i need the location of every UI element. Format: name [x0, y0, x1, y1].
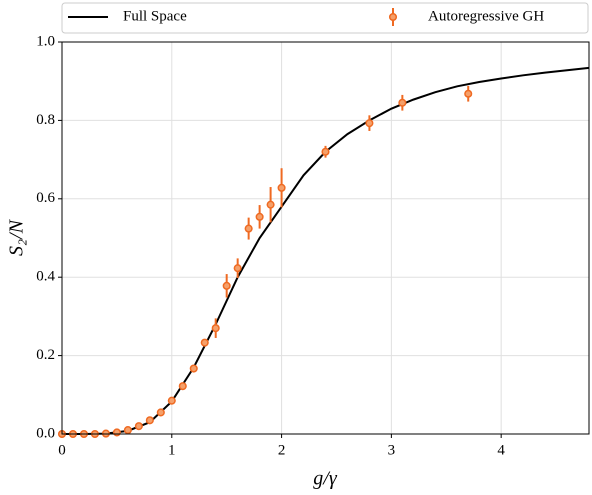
legend-label: Autoregressive GH: [428, 8, 544, 24]
x-tick-label: 1: [168, 442, 176, 458]
legend-swatch: [388, 12, 398, 22]
line: [62, 66, 590, 435]
point: [200, 338, 209, 347]
x-tick-label: 3: [388, 442, 396, 458]
point: [266, 200, 275, 209]
point: [244, 224, 253, 233]
point: [365, 119, 374, 128]
point: [398, 98, 407, 107]
plot-frame: [61, 41, 590, 435]
point: [211, 324, 220, 333]
y-tick-label: 1.0: [36, 33, 55, 49]
point: [464, 89, 473, 98]
legend-box: [61, 2, 589, 34]
y-tick-label: 0.2: [36, 347, 55, 363]
legend-label: Full Space: [123, 8, 187, 24]
point: [277, 183, 286, 192]
x-tick-label: 2: [278, 442, 286, 458]
point: [178, 382, 187, 391]
point: [321, 147, 330, 156]
y-tick-label: 0.4: [36, 269, 55, 285]
point: [145, 416, 154, 425]
y-tick-label: 0.0: [36, 425, 55, 441]
point: [134, 422, 143, 431]
y-tick-label: 0.6: [36, 190, 55, 206]
point: [222, 281, 231, 290]
x-axis-label: g/γ: [313, 468, 338, 490]
point: [112, 428, 121, 437]
point: [167, 396, 176, 405]
y-axis-label: S₂/N: [6, 218, 28, 256]
x-tick-label: 0: [58, 442, 66, 458]
y-tick-label: 0.8: [36, 112, 55, 128]
point: [233, 264, 242, 273]
point: [255, 212, 264, 221]
point: [123, 426, 132, 435]
x-tick-label: 4: [497, 442, 505, 458]
point: [156, 408, 165, 417]
point: [189, 364, 198, 373]
